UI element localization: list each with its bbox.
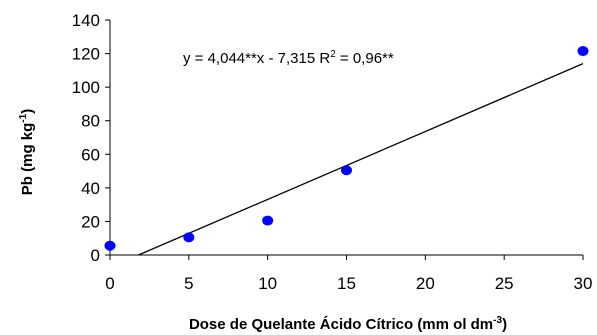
regression-equation: y = 4,044**x - 7,315 R2 = 0,96**	[183, 49, 394, 67]
regression-line	[138, 63, 584, 256]
y-tick-label: 80	[81, 112, 100, 131]
data-point	[104, 240, 116, 251]
x-tick-label: 15	[337, 274, 356, 293]
x-axis-label: Dose de Quelante Ácido Cítrico (mm ol dm…	[189, 315, 507, 333]
x-tick-label: 30	[574, 274, 593, 293]
y-tick-label: 120	[72, 45, 100, 64]
y-tick-label: 40	[81, 179, 100, 198]
y-tick-label: 140	[72, 11, 100, 30]
data-point	[341, 165, 352, 176]
data-points	[104, 46, 589, 251]
x-tick-label: 5	[184, 274, 193, 293]
y-axis-label: Pb (mg kg-1)	[18, 109, 36, 195]
data-point	[262, 215, 274, 226]
data-point	[183, 232, 195, 243]
y-tick-label: 100	[72, 78, 100, 97]
y-axis-ticks: 0 20 40 60 80 100 120 140	[72, 11, 110, 265]
x-tick-label: 10	[258, 274, 277, 293]
data-point	[577, 46, 589, 57]
y-tick-label: 20	[81, 212, 100, 231]
x-tick-label: 25	[495, 274, 514, 293]
x-tick-label: 20	[416, 274, 435, 293]
x-axis-ticks: 0 5 10 15 20 25 30	[105, 255, 592, 293]
y-tick-label: 0	[91, 246, 100, 265]
y-tick-label: 60	[81, 145, 100, 164]
x-tick-label: 0	[105, 274, 114, 293]
